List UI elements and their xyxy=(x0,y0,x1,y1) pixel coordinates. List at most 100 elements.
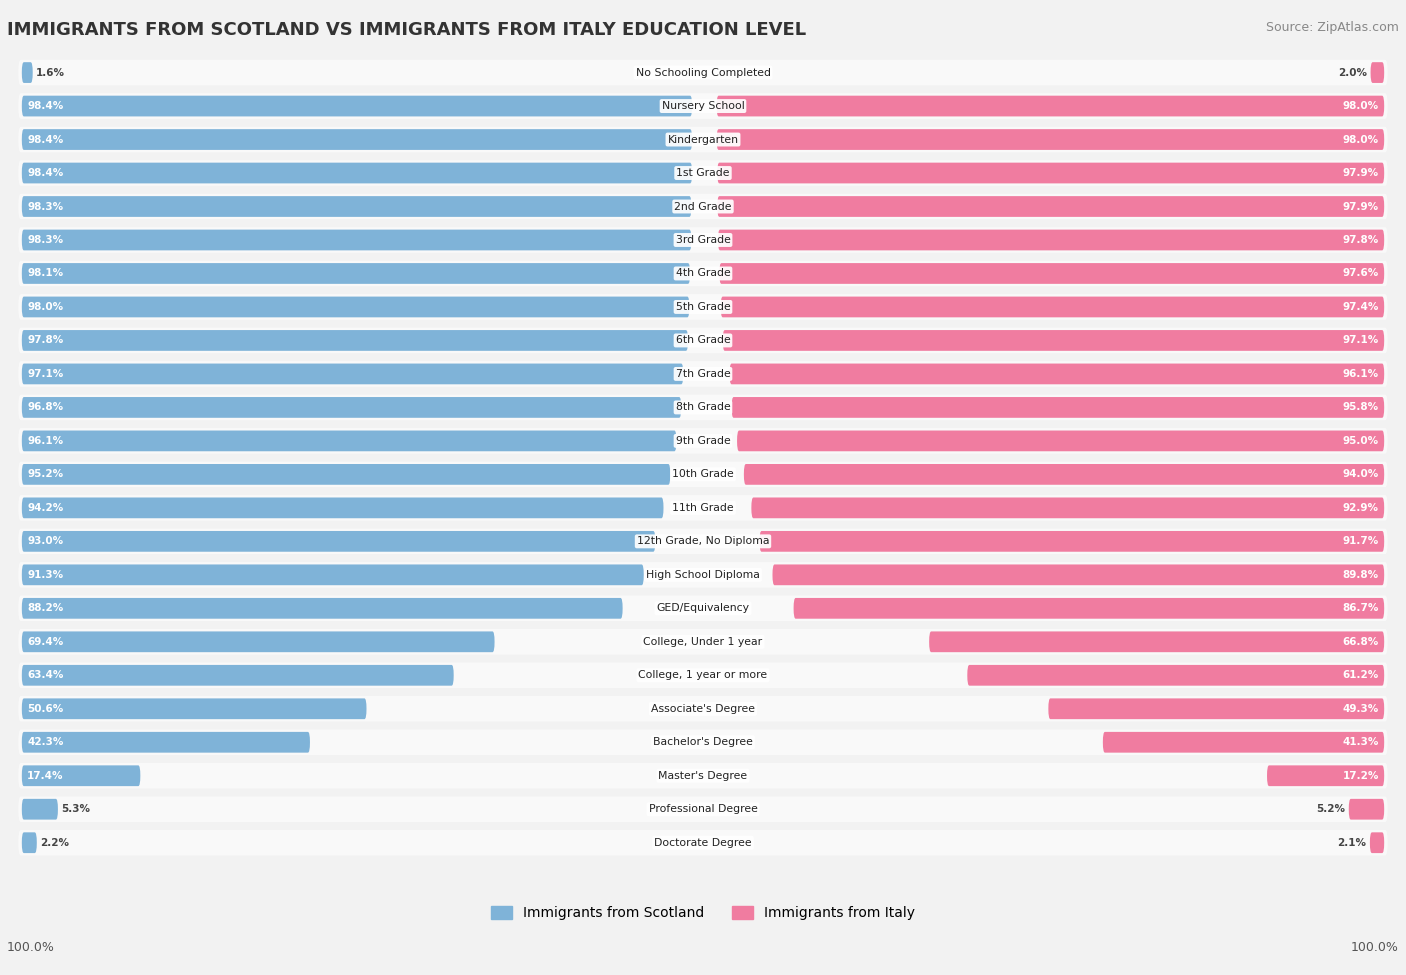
Text: 49.3%: 49.3% xyxy=(1343,704,1379,714)
Text: 98.0%: 98.0% xyxy=(27,302,63,312)
FancyBboxPatch shape xyxy=(22,765,141,786)
FancyBboxPatch shape xyxy=(22,229,692,251)
FancyBboxPatch shape xyxy=(759,531,1384,552)
Text: 2.0%: 2.0% xyxy=(1339,67,1367,78)
FancyBboxPatch shape xyxy=(720,263,1384,284)
FancyBboxPatch shape xyxy=(723,331,1384,351)
FancyBboxPatch shape xyxy=(18,563,1388,588)
FancyBboxPatch shape xyxy=(22,833,37,853)
FancyBboxPatch shape xyxy=(22,331,688,351)
FancyBboxPatch shape xyxy=(717,129,1384,150)
FancyBboxPatch shape xyxy=(18,395,1388,420)
FancyBboxPatch shape xyxy=(18,59,1388,85)
FancyBboxPatch shape xyxy=(22,129,692,150)
FancyBboxPatch shape xyxy=(772,565,1384,585)
Text: 2.1%: 2.1% xyxy=(1337,838,1367,847)
Text: 5.2%: 5.2% xyxy=(1316,804,1346,814)
Text: 88.2%: 88.2% xyxy=(27,604,63,613)
Text: 97.1%: 97.1% xyxy=(1343,335,1379,345)
Text: 95.8%: 95.8% xyxy=(1343,403,1379,412)
Text: 2.2%: 2.2% xyxy=(41,838,69,847)
Text: Kindergarten: Kindergarten xyxy=(668,135,738,144)
Text: 98.4%: 98.4% xyxy=(27,101,63,111)
Text: 97.9%: 97.9% xyxy=(1343,168,1379,178)
Text: 94.0%: 94.0% xyxy=(1343,469,1379,480)
FancyBboxPatch shape xyxy=(22,698,367,720)
FancyBboxPatch shape xyxy=(18,94,1388,119)
Text: 66.8%: 66.8% xyxy=(1343,637,1379,646)
Text: 97.6%: 97.6% xyxy=(1343,268,1379,279)
FancyBboxPatch shape xyxy=(18,495,1388,521)
Text: 93.0%: 93.0% xyxy=(27,536,63,546)
Text: 42.3%: 42.3% xyxy=(27,737,63,747)
FancyBboxPatch shape xyxy=(18,160,1388,186)
FancyBboxPatch shape xyxy=(22,732,309,753)
Text: GED/Equivalency: GED/Equivalency xyxy=(657,604,749,613)
FancyBboxPatch shape xyxy=(18,528,1388,554)
Text: 9th Grade: 9th Grade xyxy=(676,436,730,446)
Text: 5th Grade: 5th Grade xyxy=(676,302,730,312)
Text: Nursery School: Nursery School xyxy=(662,101,744,111)
Text: 98.3%: 98.3% xyxy=(27,235,63,245)
FancyBboxPatch shape xyxy=(793,598,1384,619)
Text: 92.9%: 92.9% xyxy=(1343,503,1379,513)
Text: 6th Grade: 6th Grade xyxy=(676,335,730,345)
FancyBboxPatch shape xyxy=(18,729,1388,755)
FancyBboxPatch shape xyxy=(18,194,1388,219)
Text: Master's Degree: Master's Degree xyxy=(658,771,748,781)
Text: College, 1 year or more: College, 1 year or more xyxy=(638,670,768,681)
Text: 96.8%: 96.8% xyxy=(27,403,63,412)
Text: 100.0%: 100.0% xyxy=(7,941,55,954)
FancyBboxPatch shape xyxy=(22,364,683,384)
FancyBboxPatch shape xyxy=(22,665,454,685)
FancyBboxPatch shape xyxy=(22,431,676,451)
FancyBboxPatch shape xyxy=(1049,698,1384,720)
FancyBboxPatch shape xyxy=(18,830,1388,855)
FancyBboxPatch shape xyxy=(22,263,690,284)
FancyBboxPatch shape xyxy=(22,497,664,519)
Text: 97.8%: 97.8% xyxy=(27,335,63,345)
Text: 50.6%: 50.6% xyxy=(27,704,63,714)
Text: 10th Grade: 10th Grade xyxy=(672,469,734,480)
Text: Doctorate Degree: Doctorate Degree xyxy=(654,838,752,847)
FancyBboxPatch shape xyxy=(22,632,495,652)
Text: Associate's Degree: Associate's Degree xyxy=(651,704,755,714)
Legend: Immigrants from Scotland, Immigrants from Italy: Immigrants from Scotland, Immigrants fro… xyxy=(485,901,921,926)
Text: 98.3%: 98.3% xyxy=(27,202,63,212)
FancyBboxPatch shape xyxy=(718,229,1384,251)
FancyBboxPatch shape xyxy=(18,596,1388,621)
FancyBboxPatch shape xyxy=(18,663,1388,688)
FancyBboxPatch shape xyxy=(731,397,1384,418)
Text: 96.1%: 96.1% xyxy=(1343,369,1379,379)
FancyBboxPatch shape xyxy=(18,428,1388,453)
FancyBboxPatch shape xyxy=(18,461,1388,488)
Text: 98.0%: 98.0% xyxy=(1343,135,1379,144)
Text: 2nd Grade: 2nd Grade xyxy=(675,202,731,212)
Text: 91.3%: 91.3% xyxy=(27,569,63,580)
Text: 86.7%: 86.7% xyxy=(1343,604,1379,613)
FancyBboxPatch shape xyxy=(22,96,692,116)
FancyBboxPatch shape xyxy=(730,364,1384,384)
FancyBboxPatch shape xyxy=(18,127,1388,152)
Text: College, Under 1 year: College, Under 1 year xyxy=(644,637,762,646)
FancyBboxPatch shape xyxy=(22,799,58,820)
FancyBboxPatch shape xyxy=(751,497,1384,519)
FancyBboxPatch shape xyxy=(22,397,681,418)
FancyBboxPatch shape xyxy=(1371,62,1384,83)
FancyBboxPatch shape xyxy=(1102,732,1384,753)
Text: 8th Grade: 8th Grade xyxy=(676,403,730,412)
Text: No Schooling Completed: No Schooling Completed xyxy=(636,67,770,78)
FancyBboxPatch shape xyxy=(18,763,1388,789)
FancyBboxPatch shape xyxy=(22,598,623,619)
Text: 3rd Grade: 3rd Grade xyxy=(675,235,731,245)
FancyBboxPatch shape xyxy=(22,531,655,552)
Text: Professional Degree: Professional Degree xyxy=(648,804,758,814)
FancyBboxPatch shape xyxy=(1348,799,1384,820)
FancyBboxPatch shape xyxy=(967,665,1384,685)
Text: 98.0%: 98.0% xyxy=(1343,101,1379,111)
FancyBboxPatch shape xyxy=(22,296,689,317)
Text: 97.9%: 97.9% xyxy=(1343,202,1379,212)
Text: 98.4%: 98.4% xyxy=(27,168,63,178)
Text: 100.0%: 100.0% xyxy=(1351,941,1399,954)
Text: Source: ZipAtlas.com: Source: ZipAtlas.com xyxy=(1265,21,1399,34)
